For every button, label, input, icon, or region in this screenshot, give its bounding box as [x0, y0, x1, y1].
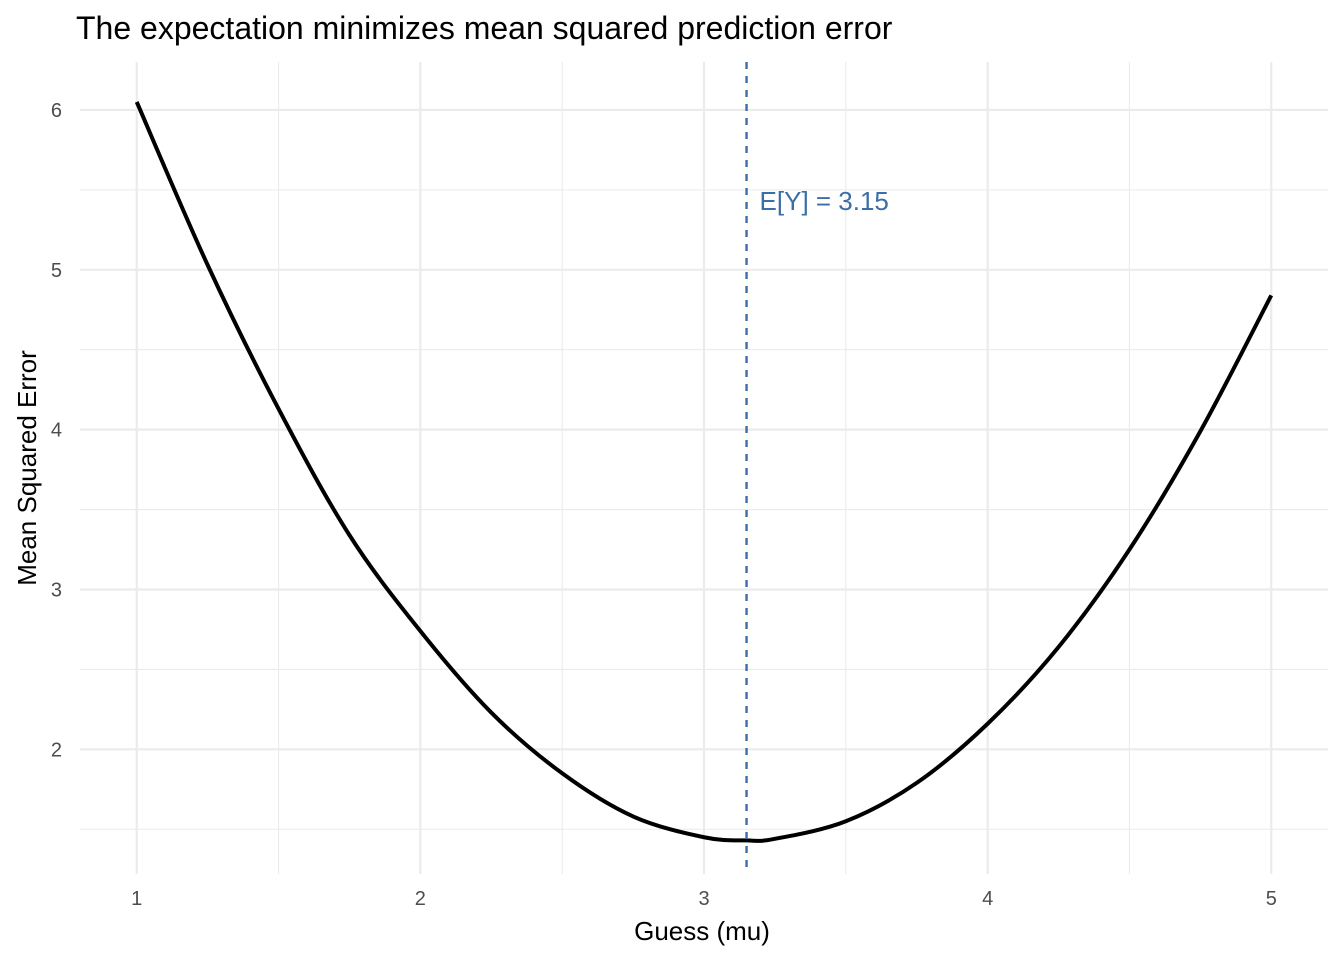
x-tick-label: 2 — [415, 888, 426, 910]
y-tick-label: 4 — [51, 420, 62, 442]
x-tick-label: 3 — [698, 888, 709, 910]
y-tick-label: 5 — [51, 260, 62, 282]
y-tick-label: 3 — [51, 579, 62, 601]
series-layer — [134, 101, 1274, 843]
major-gridlines-x — [135, 62, 1273, 874]
x-tick-label: 4 — [982, 888, 993, 910]
expectation-annotation: E[Y] = 3.15 — [760, 186, 889, 216]
x-axis-title: Guess (mu) — [634, 916, 770, 946]
x-tick-label: 5 — [1266, 888, 1277, 910]
y-tick-label: 6 — [51, 100, 62, 122]
chart-title: The expectation minimizes mean squared p… — [76, 10, 893, 46]
series-line — [134, 101, 1274, 843]
reference-line-layer: E[Y] = 3.15 — [745, 62, 889, 874]
y-tick-label: 2 — [51, 739, 62, 761]
y-tick-labels: 2 3 4 5 6 — [51, 100, 62, 761]
x-tick-labels: 1 2 3 4 5 — [131, 888, 1277, 910]
minor-gridlines-x — [277, 62, 1131, 874]
y-axis-title: Mean Squared Error — [12, 350, 42, 586]
x-tick-label: 1 — [131, 888, 142, 910]
